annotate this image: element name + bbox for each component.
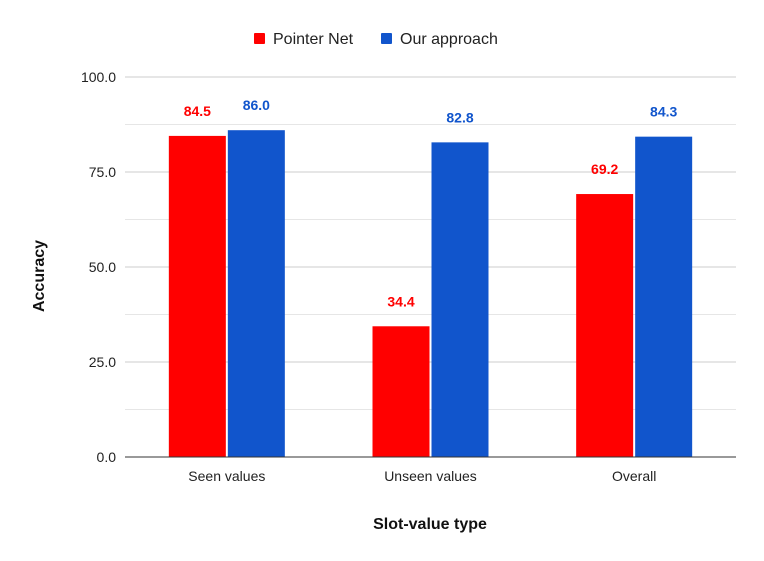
data-label: 86.0 xyxy=(243,97,270,113)
legend-label-pointer-net: Pointer Net xyxy=(273,31,354,48)
bar-pointer-net-0 xyxy=(168,135,226,457)
bar-our-approach-1 xyxy=(431,142,489,458)
data-label: 82.8 xyxy=(446,109,473,125)
data-label: 84.5 xyxy=(184,103,211,119)
legend: Pointer Net Our approach xyxy=(254,31,498,48)
gridlines xyxy=(125,76,736,410)
y-tick-label: 25.0 xyxy=(89,354,116,370)
data-label: 34.4 xyxy=(387,293,414,309)
bar-pointer-net-1 xyxy=(372,326,430,457)
y-axis-ticks: 0.0 25.0 50.0 75.0 100.0 xyxy=(81,69,116,465)
x-tick-label: Overall xyxy=(612,468,656,484)
legend-label-our-approach: Our approach xyxy=(400,31,498,48)
x-axis-title: Slot-value type xyxy=(373,516,487,533)
data-label: 69.2 xyxy=(591,161,618,177)
bars xyxy=(168,130,693,458)
bar-pointer-net-2 xyxy=(576,194,634,458)
y-tick-label: 75.0 xyxy=(89,164,116,180)
data-labels: 84.5 86.0 34.4 82.8 69.2 84.3 xyxy=(184,97,678,309)
x-tick-label: Unseen values xyxy=(384,468,477,484)
legend-swatch-pointer-net xyxy=(254,33,265,44)
legend-swatch-our-approach xyxy=(381,33,392,44)
x-tick-label: Seen values xyxy=(188,468,265,484)
y-tick-label: 50.0 xyxy=(89,259,116,275)
x-axis-ticks: Seen values Unseen values Overall xyxy=(188,468,656,484)
bar-our-approach-2 xyxy=(635,136,693,457)
bar-our-approach-0 xyxy=(227,130,285,457)
y-tick-label: 100.0 xyxy=(81,69,116,85)
data-label: 84.3 xyxy=(650,104,677,120)
y-tick-label: 0.0 xyxy=(97,449,117,465)
y-axis-title: Accuracy xyxy=(31,240,48,312)
